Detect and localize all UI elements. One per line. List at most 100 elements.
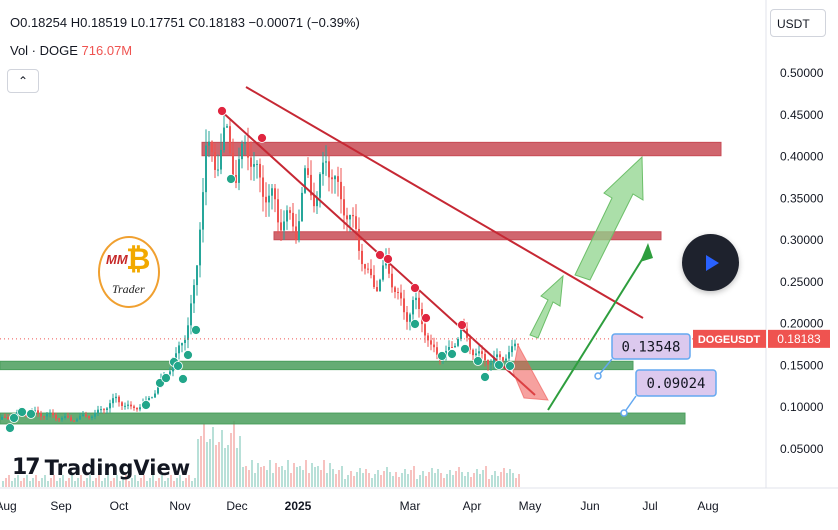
buy-signal-dot <box>17 407 27 417</box>
candle-body <box>325 161 327 163</box>
x-tick-label: Aug <box>697 499 718 513</box>
volume-bar <box>458 467 460 487</box>
volume-bar <box>443 478 445 487</box>
candle-body <box>358 228 360 251</box>
volume-bar <box>92 481 94 487</box>
candle-body <box>154 393 156 398</box>
candle-body <box>331 177 333 180</box>
candle-body <box>151 397 153 399</box>
volume-bar <box>446 474 448 487</box>
volume-bar <box>158 478 160 487</box>
buy-signal-dot <box>26 409 36 419</box>
x-tick-label: Nov <box>169 499 190 513</box>
volume-bar <box>452 475 454 487</box>
volume-bar <box>176 478 178 487</box>
support-zone <box>0 360 634 371</box>
volume-bar <box>254 473 256 487</box>
x-tick-label: Sep <box>50 499 72 513</box>
volume-bar <box>470 477 472 487</box>
volume-bar <box>14 478 16 487</box>
candle-body <box>64 416 66 418</box>
buy-signal-dot <box>460 344 470 354</box>
candle-body <box>412 300 414 315</box>
volume-bar <box>245 466 247 487</box>
volume-bar <box>509 469 511 487</box>
volume-bar <box>140 478 142 487</box>
volume-bar <box>56 481 58 487</box>
volume-bar <box>266 470 268 487</box>
candle-body <box>259 163 261 178</box>
volume-bar <box>308 473 310 487</box>
volume-bar <box>68 478 70 487</box>
candle-body <box>208 141 210 146</box>
candle-body <box>328 161 330 178</box>
buy-signal-dot <box>505 361 515 371</box>
volume-bar <box>161 475 163 487</box>
volume-bar <box>113 478 115 487</box>
volume-bar <box>497 476 499 487</box>
symbol-tag <box>693 329 766 348</box>
candle-body <box>334 176 336 180</box>
volume-bar <box>344 479 346 487</box>
volume-bar <box>104 478 106 487</box>
volume-bar <box>197 439 199 487</box>
candle-body <box>235 175 237 183</box>
play-button[interactable] <box>682 234 739 291</box>
volume-bar <box>389 472 391 487</box>
sell-signal-dot <box>421 313 431 323</box>
candle-body <box>169 371 171 375</box>
candle-body <box>7 417 9 420</box>
y-tick-label: 0.15000 <box>780 358 824 372</box>
volume-bar <box>482 470 484 487</box>
candle-body <box>307 168 309 175</box>
volume-bar <box>296 467 298 487</box>
buy-signal-dot <box>141 400 151 410</box>
tradingview-logo[interactable]: 17 TradingView <box>12 455 190 480</box>
price-callout-anchor <box>594 372 602 380</box>
currency-selector[interactable]: USDT <box>770 9 826 37</box>
y-tick-label: 0.35000 <box>780 191 824 205</box>
candle-body <box>400 292 402 299</box>
candle-body <box>187 325 189 340</box>
volume-bar <box>422 471 424 487</box>
candle-body <box>427 335 429 341</box>
tradingview-mark-icon: 17 <box>12 455 41 480</box>
last-price-text: 0.18183 <box>777 332 821 346</box>
volume-bar <box>428 472 430 487</box>
candle-body <box>127 404 129 406</box>
volume-bar <box>401 473 403 487</box>
candle-body <box>247 142 249 158</box>
candle-body <box>55 414 57 419</box>
candle-body <box>76 419 78 422</box>
volume-bar <box>53 475 55 487</box>
volume-bar <box>512 473 514 487</box>
candle-body <box>139 407 141 410</box>
collapse-legend-button[interactable]: ⌃ <box>7 69 39 93</box>
volume-bar <box>374 474 376 487</box>
volume-bar <box>332 469 334 487</box>
y-tick-label: 0.50000 <box>780 66 824 80</box>
volume-bar <box>206 442 208 487</box>
volume-bar <box>518 474 520 487</box>
candle-body <box>97 409 99 414</box>
support-zone <box>0 412 686 425</box>
candle-body <box>490 363 492 365</box>
candle-body <box>373 275 375 288</box>
volume-bar <box>218 442 220 487</box>
volume-bar <box>269 460 271 487</box>
candle-body <box>475 353 477 356</box>
price-callout-text: 0.09024 <box>646 376 705 392</box>
volume-bar <box>311 463 313 487</box>
volume-bar <box>203 424 205 487</box>
candle-body <box>472 349 474 356</box>
volume-bar <box>416 479 418 487</box>
candle-body <box>280 222 282 231</box>
candle-body <box>481 351 483 354</box>
volume-bar <box>323 460 325 487</box>
sell-signal-dot <box>375 250 385 260</box>
volume-bar <box>155 481 157 487</box>
candle-body <box>1 416 3 420</box>
candle-body <box>94 413 96 417</box>
volume-bar <box>23 478 25 487</box>
